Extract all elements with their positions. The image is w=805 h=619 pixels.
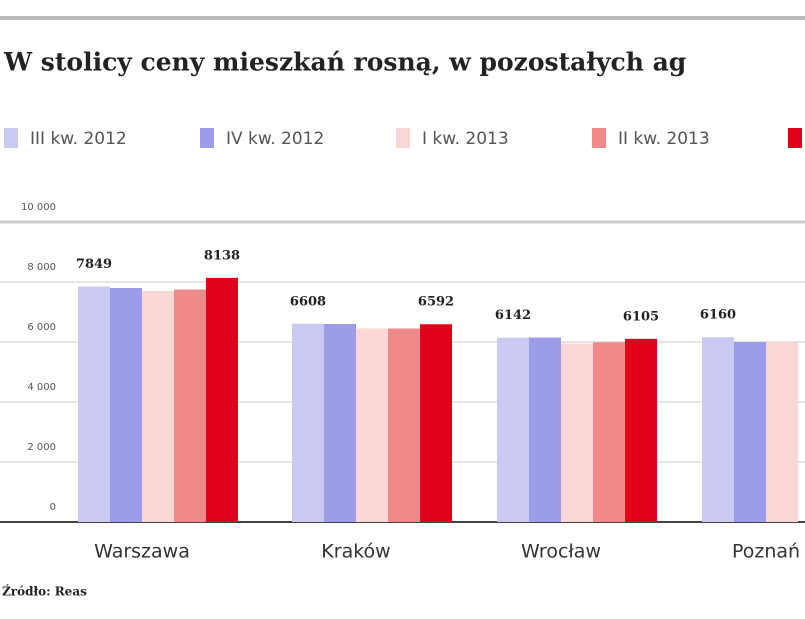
chart-title: W stolicy ceny mieszkań rosną, w pozosta… [3, 48, 686, 77]
bar [324, 324, 356, 522]
x-tick-label: Wrocław [521, 541, 601, 563]
bar [142, 291, 174, 522]
bar [593, 342, 625, 522]
y-tick-label: 6 000 [27, 322, 56, 333]
value-label: 7849 [76, 257, 112, 272]
y-tick-label: 2 000 [27, 442, 56, 453]
x-tick-label: Kraków [321, 541, 390, 563]
y-tick-label: 10 000 [21, 202, 56, 213]
bar [529, 337, 561, 522]
legend-label: I kw. 2013 [422, 129, 509, 149]
value-label: 6105 [623, 309, 659, 324]
bar [766, 342, 798, 522]
x-tick-label: Poznań [732, 541, 800, 563]
bar [497, 337, 529, 522]
bar [78, 286, 110, 522]
legend-label: II kw. 2013 [618, 129, 710, 149]
y-tick-label: 4 000 [27, 382, 56, 393]
bar [292, 323, 324, 522]
legend-swatch [4, 128, 18, 148]
x-tick-label: Warszawa [94, 541, 190, 563]
bar [110, 288, 142, 522]
bar [206, 277, 238, 522]
y-tick-label: 0 [50, 502, 56, 513]
legend-label: IV kw. 2012 [226, 129, 324, 149]
y-tick-label: 8 000 [27, 262, 56, 273]
value-label: 6608 [290, 294, 326, 309]
value-label: 6160 [700, 308, 736, 323]
value-label: 8138 [204, 248, 240, 263]
bar [356, 328, 388, 522]
bar [702, 337, 734, 522]
legend-label: III kw. 2012 [30, 129, 127, 149]
legend-swatch [592, 128, 606, 148]
legend-swatch [200, 128, 214, 148]
bar [625, 338, 657, 522]
value-label: 6142 [495, 308, 531, 323]
bar [388, 328, 420, 522]
source: Źródło: Reas [2, 584, 87, 599]
legend-swatch [396, 128, 410, 148]
legend-swatch [788, 128, 802, 148]
bar [174, 289, 206, 522]
value-label: 6592 [418, 295, 454, 310]
bar [420, 324, 452, 522]
bar [734, 342, 766, 522]
bar [561, 343, 593, 522]
